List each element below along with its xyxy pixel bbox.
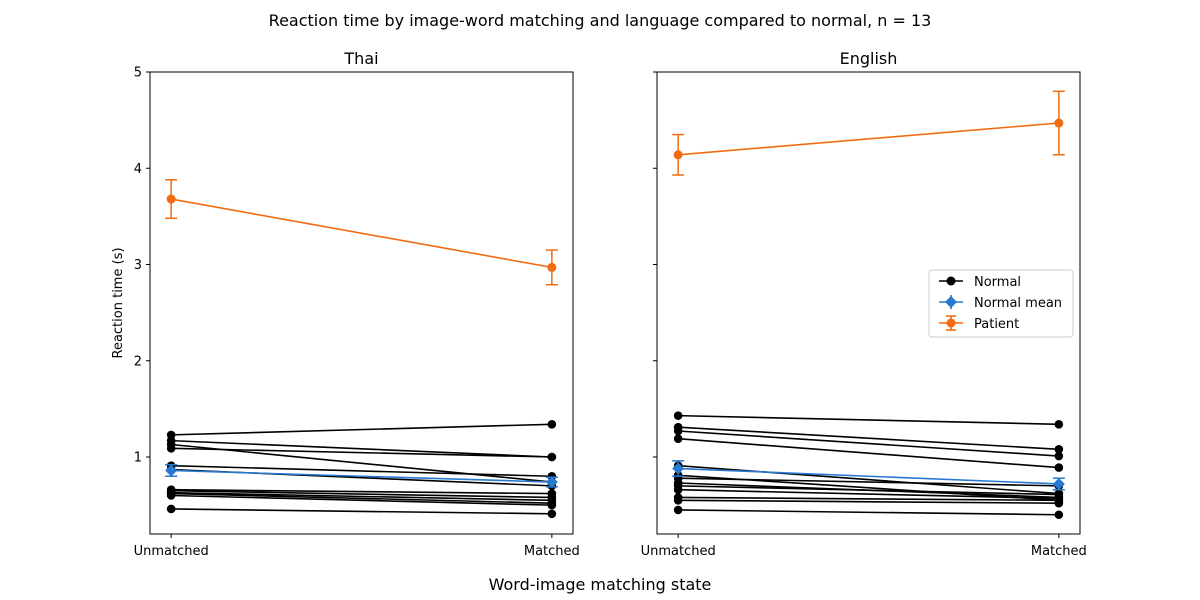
series-normal [166, 419, 557, 519]
normal-line [678, 499, 1059, 504]
normal-point [547, 509, 557, 519]
normal-point [1054, 451, 1064, 461]
legend-swatch-marker [946, 276, 956, 286]
panel-title: English [840, 49, 898, 68]
normal-line [171, 443, 552, 483]
normal-point [547, 489, 557, 498]
normal-point [547, 452, 557, 462]
normal-mean-point [672, 462, 685, 475]
patient-line [678, 122, 1059, 156]
series-normal-mean [672, 460, 1065, 491]
y-tick-label: 1 [134, 451, 142, 466]
normal-point [673, 493, 683, 502]
normal-line [171, 488, 552, 495]
normal-point [166, 485, 176, 495]
normal-mean-line [171, 469, 552, 483]
series-normal-mean [165, 463, 558, 489]
patient-line [171, 198, 552, 269]
normal-line [171, 464, 552, 478]
normal-line [171, 494, 552, 506]
x-tick-label: Unmatched [641, 544, 716, 559]
normal-line [678, 488, 1059, 500]
normal-mean-point [545, 476, 558, 489]
legend-entry-patient: Patient [939, 315, 1019, 332]
normal-line [678, 437, 1059, 469]
axes-frame [656, 71, 1081, 535]
panel-title: Thai [343, 49, 378, 68]
legend-swatch-marker [946, 318, 956, 328]
x-tick-label: Matched [524, 544, 580, 559]
series-patient [165, 179, 558, 286]
legend-entry-normal: Normal [939, 275, 1021, 290]
patient-point [547, 262, 557, 272]
axes-frame [149, 71, 574, 535]
normal-line [678, 414, 1059, 426]
normal-mean-line [678, 467, 1059, 485]
y-tick-label: 2 [134, 354, 142, 369]
legend-frame [928, 269, 1074, 338]
normal-point [166, 430, 176, 440]
normal-point [673, 411, 683, 420]
series-normal [673, 411, 1064, 520]
normal-point [547, 419, 557, 429]
series-patient [672, 90, 1065, 176]
normal-point [1054, 510, 1064, 520]
normal-point [1054, 489, 1064, 498]
x-tick-label: Matched [1031, 544, 1087, 559]
normal-line [678, 509, 1059, 516]
normal-point [673, 422, 683, 432]
normal-line [678, 430, 1059, 457]
legend: Normal Normal mean Patient [928, 269, 1074, 338]
y-tick-label: 4 [134, 162, 142, 177]
y-tick-label: 3 [134, 258, 142, 273]
normal-line [171, 447, 552, 458]
normal-point [673, 434, 683, 444]
y-axis-label: Reaction time (s) [111, 247, 126, 358]
normal-point [673, 505, 683, 515]
legend-entry-normal-mean: Normal mean [939, 295, 1062, 311]
normal-point [1054, 496, 1064, 505]
y-tick-label: 5 [134, 66, 142, 81]
normal-line [171, 423, 552, 436]
normal-point [166, 504, 176, 514]
normal-line [678, 426, 1059, 451]
patient-point [166, 194, 176, 204]
patient-point [673, 150, 683, 160]
normal-line [171, 439, 552, 458]
legend-swatch-marker [945, 296, 957, 308]
legend-label-normal: Normal [974, 275, 1021, 290]
normal-point [1054, 419, 1064, 429]
normal-mean-point [1052, 477, 1065, 490]
x-tick-label: Unmatched [134, 544, 209, 559]
normal-line [678, 464, 1059, 495]
normal-line [678, 496, 1059, 502]
thai-panel: Thai 1 2 3 4 5 Unmatched Matched [134, 49, 580, 559]
normal-line [171, 492, 552, 504]
legend-label-patient: Patient [974, 317, 1019, 332]
normal-line [678, 474, 1059, 502]
figure-xlabel: Word-image matching state [489, 575, 712, 594]
normal-line [171, 491, 552, 502]
normal-point [1054, 445, 1064, 454]
figure-suptitle: Reaction time by image-word matching and… [269, 11, 932, 30]
patient-point [1054, 118, 1064, 128]
english-panel: English Unmatched Matched [641, 49, 1087, 559]
normal-mean-point [165, 464, 178, 477]
legend-label-normal-mean: Normal mean [974, 296, 1062, 311]
normal-line [171, 489, 552, 499]
normal-line [171, 508, 552, 515]
normal-point [1054, 463, 1064, 472]
normal-line [678, 482, 1059, 499]
